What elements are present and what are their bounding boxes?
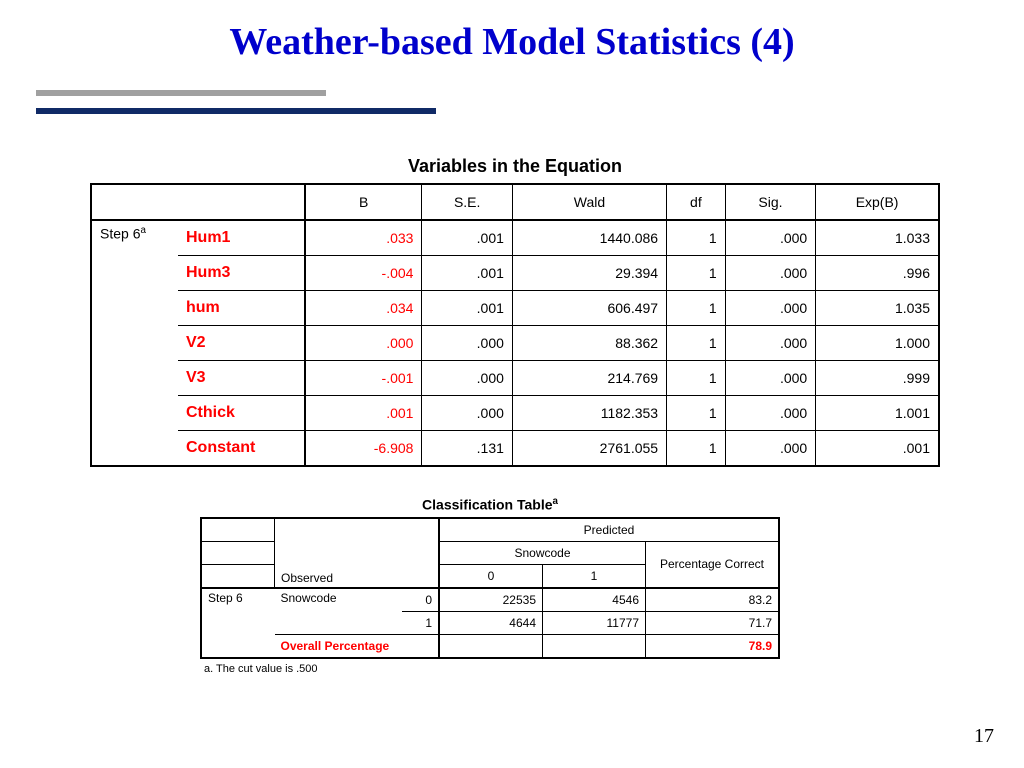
col-wald: Wald: [512, 184, 666, 220]
cell: 1182.353: [512, 396, 666, 431]
col-b: B: [305, 184, 422, 220]
cell: 606.497: [512, 291, 666, 326]
classification-table-wrap: Classification Tablea Observed Predicted…: [200, 496, 780, 675]
cell: 1: [667, 291, 726, 326]
title-underline: [36, 90, 436, 114]
cell: 1: [667, 256, 726, 291]
cell: .000: [422, 396, 512, 431]
cell: .000: [725, 256, 815, 291]
cell: .001: [422, 291, 512, 326]
cat-1: 1: [402, 611, 439, 634]
cell: 22535: [439, 588, 543, 612]
cell: 1.001: [816, 396, 939, 431]
cell: 1: [667, 220, 726, 256]
observed-header: Observed: [275, 518, 440, 588]
slide-title: Weather-based Model Statistics (4): [0, 0, 1024, 64]
cell: 1.000: [816, 326, 939, 361]
cell: -6.908: [305, 431, 422, 467]
cell: .000: [725, 361, 815, 396]
cell: 1: [667, 396, 726, 431]
cell: -.004: [305, 256, 422, 291]
page-number: 17: [974, 725, 994, 748]
col-sig: Sig.: [725, 184, 815, 220]
cell: 11777: [543, 611, 646, 634]
cell: .131: [422, 431, 512, 467]
var-name: V2: [178, 326, 305, 361]
col-df: df: [667, 184, 726, 220]
variables-table-wrap: Variables in the Equation B S.E. Wald df…: [90, 156, 940, 467]
var-name: V3: [178, 361, 305, 396]
snowcode-header: Snowcode: [439, 541, 646, 564]
cell: 88.362: [512, 326, 666, 361]
cell: 1.033: [816, 220, 939, 256]
classification-table: Observed Predicted Snowcode Percentage C…: [200, 517, 780, 659]
classification-footnote: a. The cut value is .500: [204, 663, 780, 675]
pct-correct-header: Percentage Correct: [646, 541, 780, 588]
cell: .001: [816, 431, 939, 467]
cell: 4546: [543, 588, 646, 612]
cell: 1.035: [816, 291, 939, 326]
cell: .000: [422, 361, 512, 396]
var-name: Cthick: [178, 396, 305, 431]
var-name: hum: [178, 291, 305, 326]
col-1: 1: [543, 564, 646, 588]
rule-blue: [36, 108, 436, 114]
cell: .001: [422, 220, 512, 256]
cell: 71.7: [646, 611, 780, 634]
cell: 4644: [439, 611, 543, 634]
cell: 1440.086: [512, 220, 666, 256]
cell: .000: [725, 431, 815, 467]
step-label-2: Step 6: [201, 588, 275, 658]
cell: .000: [305, 326, 422, 361]
overall-label: Overall Percentage: [275, 634, 440, 658]
overall-pct: 78.9: [646, 634, 780, 658]
cell: .001: [305, 396, 422, 431]
classification-table-title: Classification Tablea: [200, 496, 780, 513]
cell: 1: [667, 326, 726, 361]
predicted-header: Predicted: [439, 518, 779, 542]
cell: -.001: [305, 361, 422, 396]
cell: .996: [816, 256, 939, 291]
cell: .000: [725, 396, 815, 431]
snowcode-label: Snowcode: [275, 588, 403, 635]
cell: .000: [725, 326, 815, 361]
col-expb: Exp(B): [816, 184, 939, 220]
cell: .034: [305, 291, 422, 326]
cell: 214.769: [512, 361, 666, 396]
var-name: Constant: [178, 431, 305, 467]
cell: 2761.055: [512, 431, 666, 467]
cell: 1: [667, 431, 726, 467]
cell: 29.394: [512, 256, 666, 291]
cell: .000: [725, 291, 815, 326]
var-name: Hum1: [178, 220, 305, 256]
cell: .033: [305, 220, 422, 256]
var-name: Hum3: [178, 256, 305, 291]
cell: 83.2: [646, 588, 780, 612]
col-0: 0: [439, 564, 543, 588]
variables-table: B S.E. Wald df Sig. Exp(B) Step 6a Hum1 …: [90, 183, 940, 467]
cell: .000: [422, 326, 512, 361]
cell: .001: [422, 256, 512, 291]
rule-gray: [36, 90, 326, 96]
cat-0: 0: [402, 588, 439, 612]
cell: .999: [816, 361, 939, 396]
step-label: Step 6a: [91, 220, 178, 466]
cell: 1: [667, 361, 726, 396]
variables-table-title: Variables in the Equation: [90, 156, 940, 177]
cell: .000: [725, 220, 815, 256]
col-se: S.E.: [422, 184, 512, 220]
